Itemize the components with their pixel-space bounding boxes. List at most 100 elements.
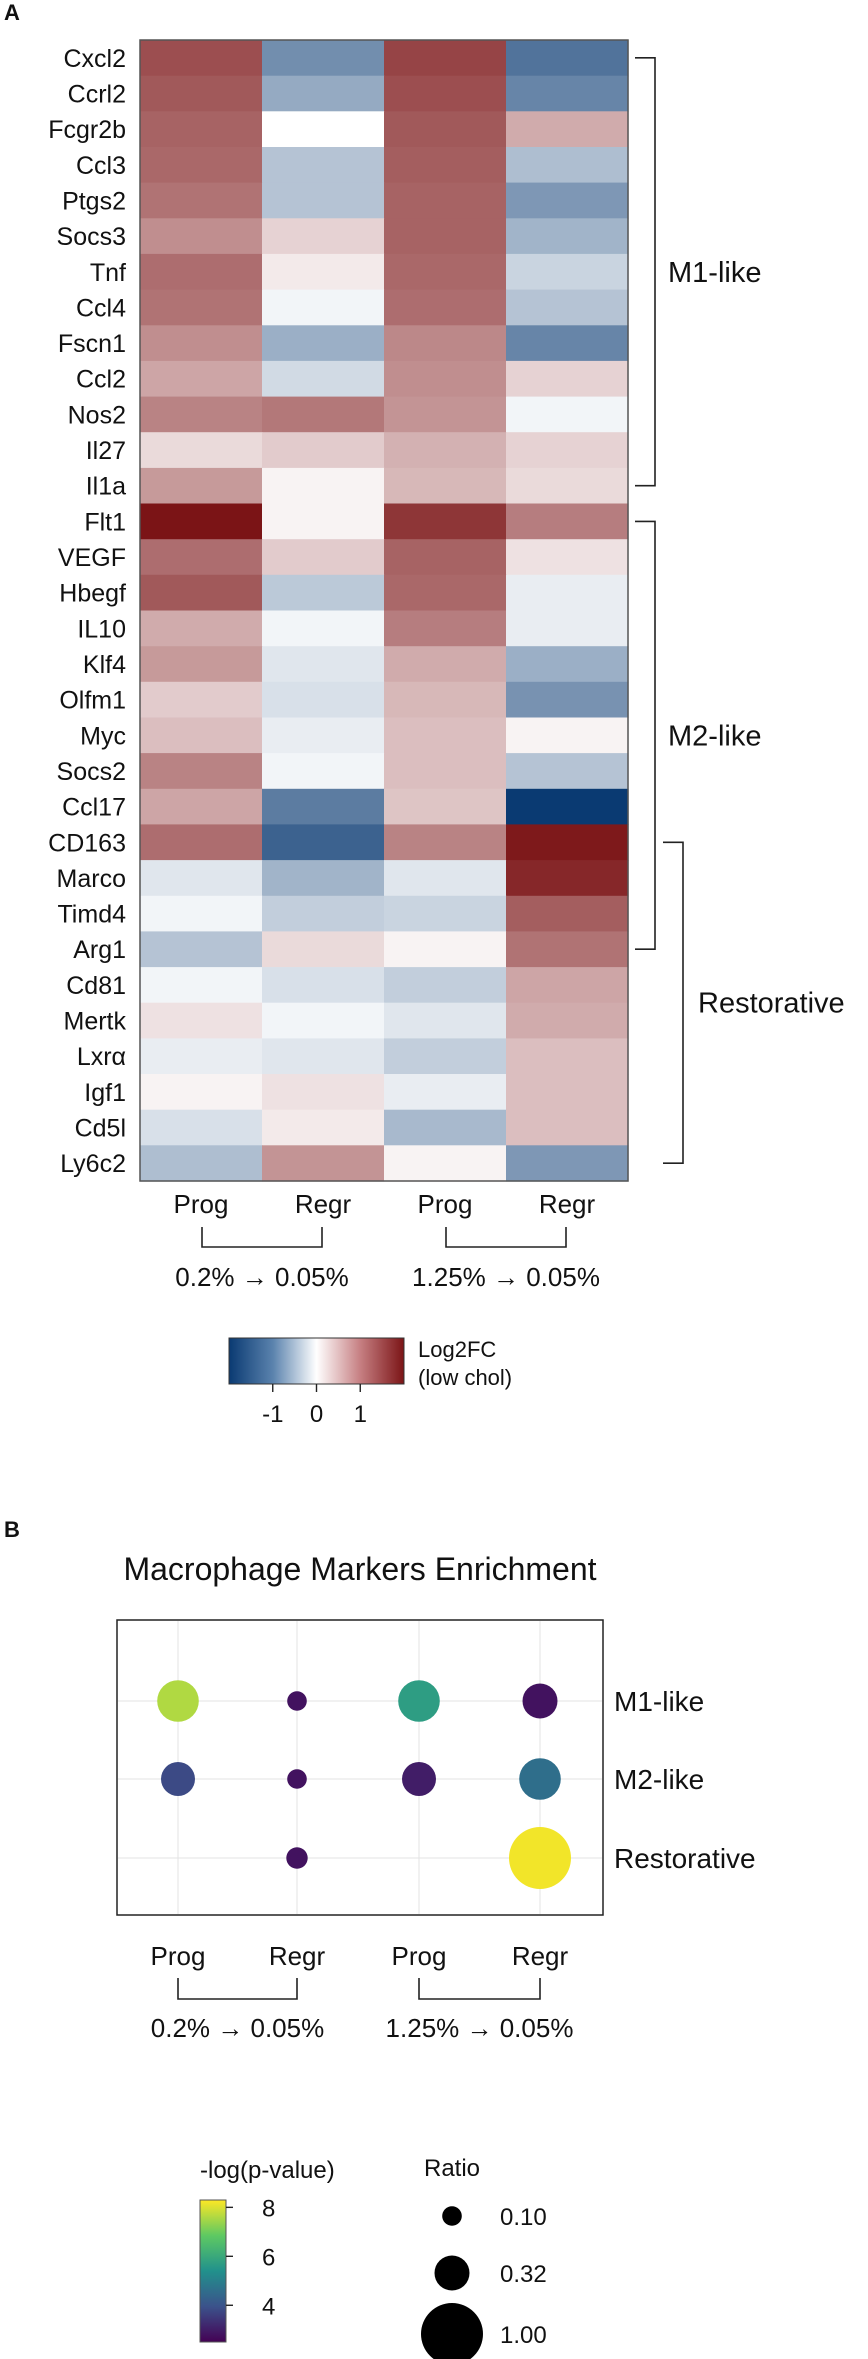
size-legend: 0.10 0.32 1.00 <box>421 2204 547 2359</box>
heatmap-cell <box>140 503 263 540</box>
heatmap-cell <box>262 1038 385 1075</box>
heatmap-cell <box>140 75 263 112</box>
heatmap-cell <box>506 1109 629 1146</box>
heatmap-cell <box>262 860 385 897</box>
heatmap-cell <box>140 360 263 398</box>
heatmap-cell <box>262 467 385 505</box>
heatmap-cell <box>140 539 263 576</box>
dot-plot-comparisons: 0.2% → 0.05% 1.25% → 0.05% <box>151 1978 574 2043</box>
heatmap-cell <box>506 610 629 647</box>
heatmap-cell <box>262 574 385 612</box>
dot-point <box>522 1683 558 1719</box>
heatmap-cell <box>506 325 629 362</box>
heatmap-cell <box>384 860 507 897</box>
dot-column-label: Prog <box>151 1941 206 1971</box>
heatmap-cell <box>262 432 385 469</box>
comparison-label: 0.2% → 0.05% <box>175 1262 348 1292</box>
gene-label: Il27 <box>86 437 126 465</box>
gene-label: Ccl4 <box>76 294 126 322</box>
gene-label: Il1a <box>86 473 126 501</box>
dot-row-label: M2-like <box>614 1764 704 1795</box>
heatmap-cell <box>506 467 629 505</box>
dot-point <box>398 1680 440 1722</box>
gene-label: Ccl17 <box>62 794 126 822</box>
gene-label: Marco <box>57 865 126 893</box>
size-legend-dot <box>442 2206 462 2226</box>
gene-label: Klf4 <box>83 651 126 679</box>
heatmap-cell <box>262 539 385 576</box>
heatmap-cell <box>384 539 507 576</box>
heatmap-cell <box>262 967 385 1004</box>
heatmap-cell <box>262 360 385 398</box>
heatmap-cell <box>262 40 385 77</box>
gene-labels: Cxcl2 Ccrl2 Fcgr2b Ccl3 Ptgs2 Socs3 Tnf Ccl4 Fsc… <box>48 45 126 1178</box>
gene-label: Lxrα <box>77 1043 126 1071</box>
gene-label: Cd5l <box>75 1115 126 1143</box>
heatmap-cell <box>262 182 385 219</box>
gene-label: CD163 <box>48 829 126 857</box>
heatmap-cell <box>140 681 263 719</box>
heatmap-cell <box>140 717 263 754</box>
gene-label: Tnf <box>90 259 126 287</box>
heatmap-column-label: Regr <box>539 1189 596 1219</box>
heatmap-cell <box>262 824 385 861</box>
heatmap-cell <box>140 1002 263 1039</box>
heatmap-cell <box>506 788 629 826</box>
color-legend-tick-label: 4 <box>262 2293 275 2320</box>
heatmap-cell <box>262 75 385 112</box>
gene-label: Hbegf <box>59 580 126 608</box>
heatmap-cell <box>384 646 507 683</box>
heatmap-cell <box>384 467 507 505</box>
heatmap-cell <box>140 931 263 968</box>
colorbar-subtitle: (low chol) <box>418 1365 512 1390</box>
gene-label: Ccl3 <box>76 152 126 180</box>
heatmap-cell <box>506 539 629 576</box>
heatmap-cell <box>506 432 629 469</box>
size-legend-dot <box>421 2303 483 2359</box>
heatmap-cell <box>384 895 507 933</box>
heatmap-cell <box>140 218 263 255</box>
heatmap-cell <box>384 824 507 861</box>
heatmap-cell <box>506 717 629 754</box>
heatmap-cell <box>140 325 263 362</box>
heatmap-column-label: Regr <box>295 1189 352 1219</box>
heatmap-cells <box>140 40 629 1182</box>
heatmap-cell <box>506 824 629 861</box>
heatmap-cell <box>384 1038 507 1075</box>
heatmap-cell <box>140 967 263 1004</box>
heatmap-cell <box>140 610 263 647</box>
dot-point <box>157 1680 199 1722</box>
heatmap-cell <box>140 824 263 861</box>
heatmap-cell <box>384 574 507 612</box>
gene-label: Socs3 <box>57 223 126 251</box>
dot-column-label: Regr <box>269 1941 326 1971</box>
colorbar-tick-label: -1 <box>262 1401 283 1428</box>
heatmap-cell <box>384 1074 507 1111</box>
heatmap-cell <box>506 931 629 968</box>
dot-plot-points <box>157 1680 571 1889</box>
group-bracket <box>635 520 656 950</box>
gene-label: Flt1 <box>84 508 126 536</box>
heatmap-cell <box>506 253 629 291</box>
heatmap-cell <box>384 325 507 362</box>
heatmap-cell <box>506 40 629 77</box>
dot-point <box>519 1758 561 1800</box>
dot-point <box>287 1691 307 1711</box>
group-label: Restorative <box>698 988 845 1020</box>
heatmap-comparisons: 0.2% → 0.05% 1.25% → 0.05% <box>175 1227 600 1292</box>
dot-plot-frame <box>116 1619 604 1916</box>
heatmap-cell <box>140 182 263 219</box>
heatmap-cell <box>140 1074 263 1111</box>
heatmap-cell <box>506 1002 629 1039</box>
heatmap-cell <box>262 503 385 540</box>
gene-label: Nos2 <box>68 401 126 429</box>
size-legend-label: 0.32 <box>500 2261 547 2288</box>
heatmap-cell <box>262 1109 385 1146</box>
heatmap-cell <box>384 289 507 326</box>
heatmap-cell <box>506 1038 629 1075</box>
heatmap-column-label: Prog <box>418 1189 473 1219</box>
comparison-label: 1.25% → 0.05% <box>386 2013 574 2043</box>
heatmap-cell <box>506 574 629 612</box>
heatmap-cell <box>140 646 263 683</box>
heatmap-cell <box>262 1145 385 1182</box>
